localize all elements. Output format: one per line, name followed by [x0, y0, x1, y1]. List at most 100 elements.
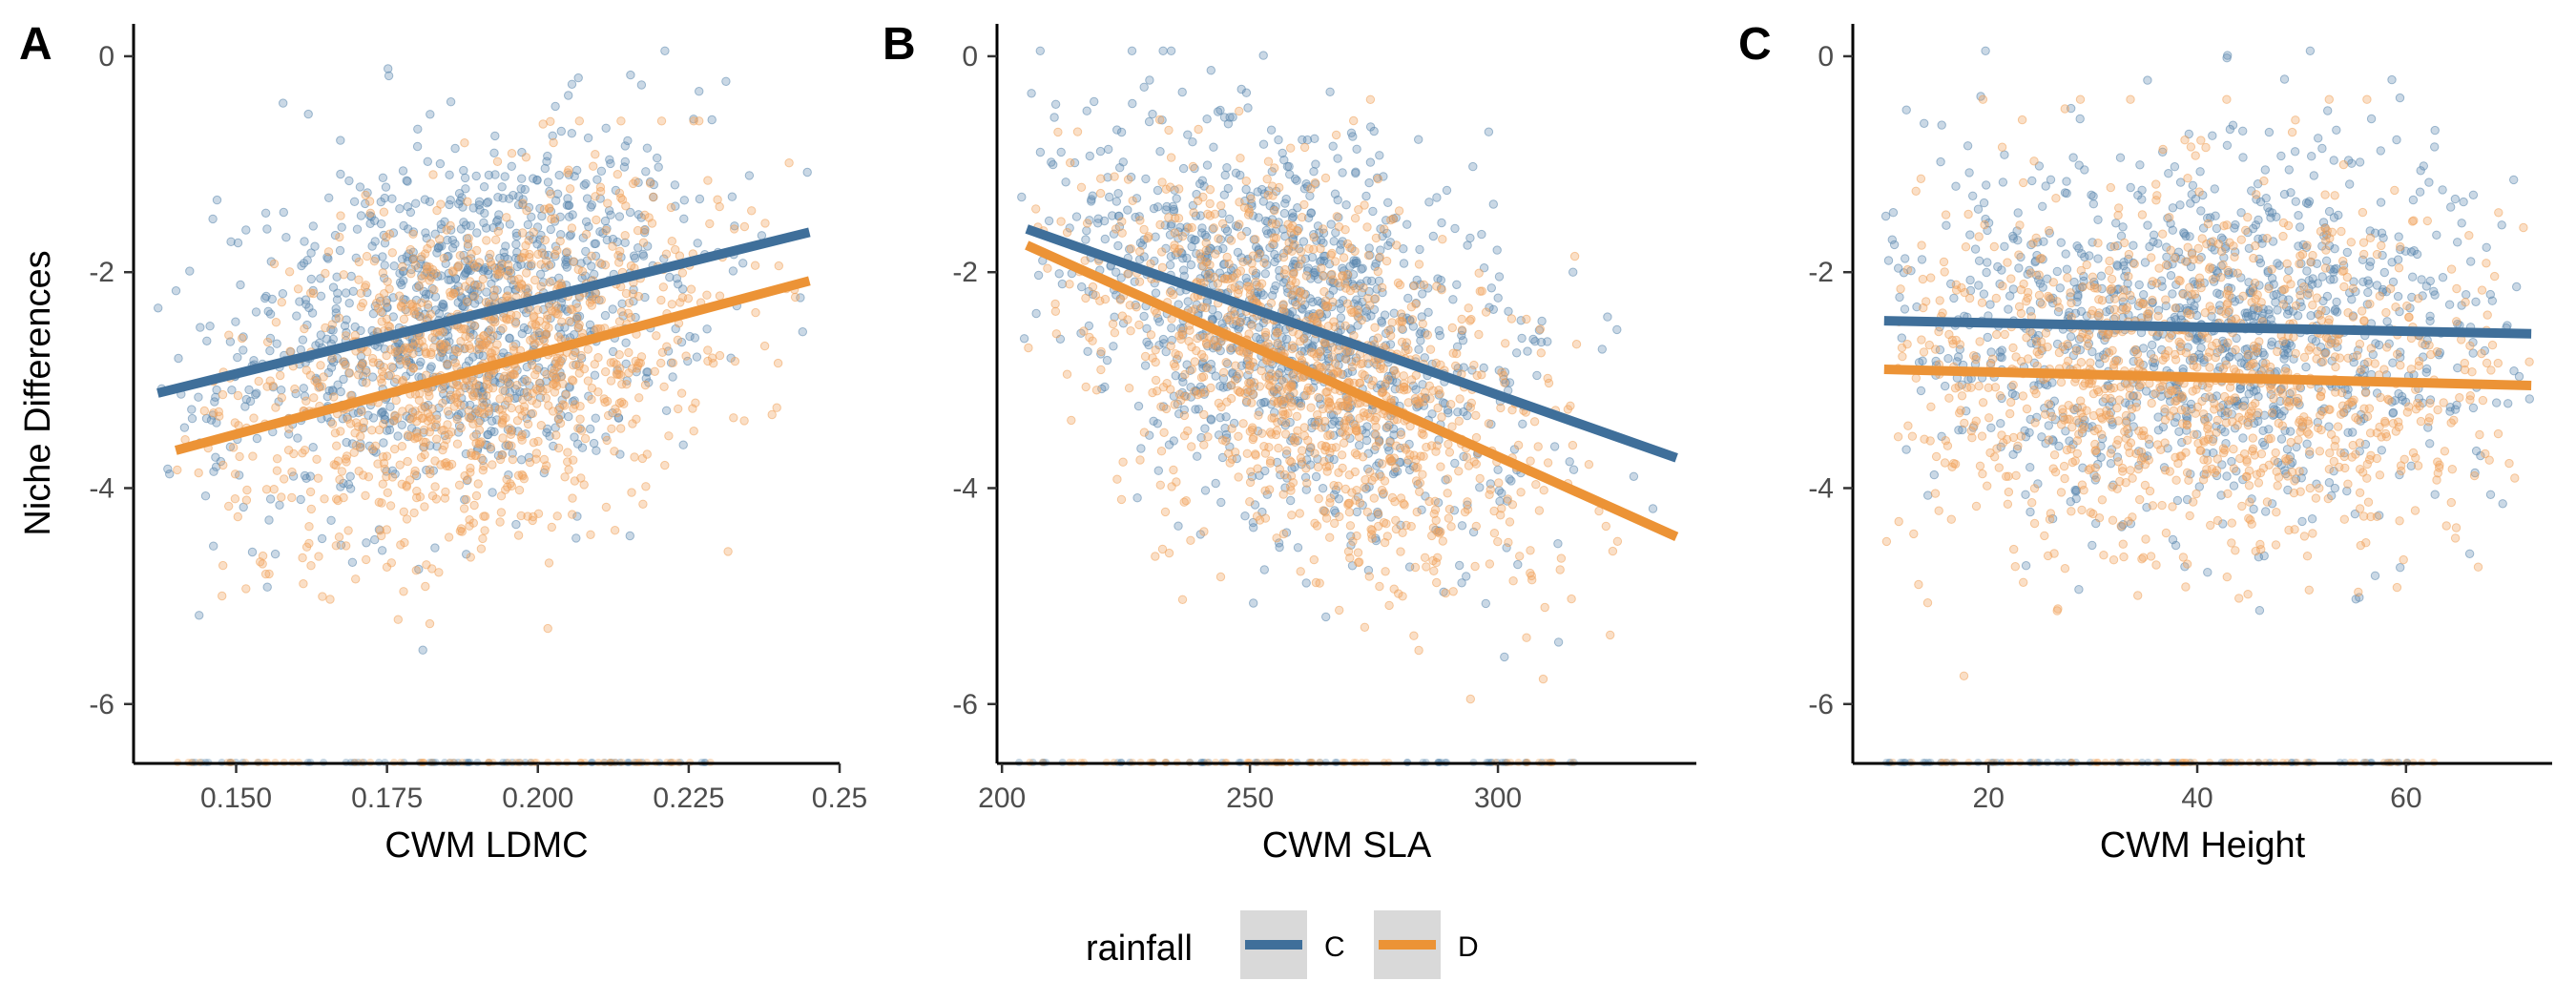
- data-point-c: [240, 402, 250, 411]
- data-point-d: [1245, 497, 1255, 507]
- x-tick-label: 0.200: [502, 783, 573, 814]
- data-point-d: [1210, 209, 1220, 219]
- data-point-d: [1396, 429, 1406, 440]
- data-point-c: [1484, 127, 1494, 136]
- data-point-d: [1386, 456, 1397, 467]
- data-point-d: [1608, 546, 1618, 556]
- data-point-d: [1217, 219, 1228, 229]
- data-point-d: [638, 238, 649, 247]
- data-point-d: [1245, 477, 1256, 488]
- data-point-d: [314, 383, 323, 392]
- data-point-c: [1362, 422, 1372, 431]
- data-point-c: [1305, 191, 1315, 201]
- data-point-d: [367, 426, 377, 435]
- data-point-d: [1110, 328, 1120, 338]
- data-point-d: [339, 357, 348, 366]
- data-point-d: [1170, 240, 1179, 250]
- data-point-d: [442, 225, 451, 235]
- data-point-d: [595, 259, 605, 268]
- data-point-d: [425, 428, 434, 437]
- data-point-d: [476, 437, 487, 447]
- data-point-c: [1965, 275, 1975, 285]
- data-point-d: [1238, 257, 1248, 267]
- data-point-d: [583, 376, 593, 386]
- data-point-c: [423, 157, 432, 167]
- data-point-c: [2408, 272, 2418, 282]
- data-point-c: [1183, 130, 1193, 139]
- data-point-d: [272, 466, 282, 475]
- data-point-d: [681, 351, 691, 361]
- data-point-d: [498, 386, 508, 395]
- data-point-d: [1091, 386, 1102, 395]
- data-point-c: [265, 494, 276, 504]
- data-point-c: [556, 126, 566, 136]
- data-point-d: [306, 561, 316, 571]
- data-point-c: [1568, 267, 1578, 277]
- data-point-c: [1492, 245, 1502, 255]
- data-point-d: [1262, 175, 1272, 184]
- data-point-c: [2492, 398, 2502, 407]
- data-point-d: [439, 425, 448, 435]
- data-point-d: [1399, 371, 1409, 381]
- data-point-d: [1251, 235, 1260, 244]
- data-point-c: [2254, 606, 2265, 616]
- data-point-c: [1494, 272, 1505, 282]
- data-point-d: [438, 445, 447, 455]
- data-point-d: [470, 281, 480, 290]
- data-point-d: [241, 584, 251, 594]
- data-point-d: [1496, 511, 1506, 520]
- data-point-c: [1432, 193, 1442, 202]
- data-point-c: [638, 251, 649, 261]
- points-layer: [154, 46, 812, 766]
- data-point-d: [248, 451, 258, 461]
- data-point-d: [1295, 350, 1305, 360]
- data-point-c: [447, 243, 458, 253]
- data-point-c: [679, 196, 689, 205]
- data-point-d: [505, 424, 514, 433]
- data-point-d: [1414, 260, 1424, 269]
- data-point-c: [1139, 82, 1149, 93]
- data-point-d: [1411, 463, 1421, 472]
- data-point-c: [1415, 244, 1424, 255]
- data-point-d: [1146, 259, 1155, 269]
- data-point-c: [275, 500, 284, 510]
- data-point-d: [1123, 315, 1132, 324]
- data-point-c: [416, 260, 426, 269]
- data-point-d: [1412, 507, 1422, 517]
- data-point-d: [364, 472, 374, 482]
- data-point-c: [517, 174, 527, 183]
- data-point-c: [1375, 151, 1384, 160]
- data-point-d: [1193, 333, 1202, 344]
- data-point-d: [1432, 577, 1442, 588]
- data-point-c: [1279, 208, 1290, 219]
- data-point-d: [1110, 172, 1119, 181]
- data-point-d: [1416, 451, 1425, 461]
- data-point-d: [1447, 323, 1458, 333]
- data-point-d: [739, 416, 749, 426]
- data-point-c: [251, 307, 261, 317]
- data-point-c: [1035, 46, 1046, 55]
- data-point-d: [1446, 400, 1456, 409]
- data-point-d: [1352, 427, 1361, 436]
- data-point-c: [1450, 223, 1460, 234]
- data-point-d: [569, 376, 578, 386]
- data-point-d: [513, 531, 524, 540]
- data-point-c: [1155, 147, 1165, 157]
- data-point-c: [1258, 51, 1268, 60]
- data-point-c: [349, 197, 360, 207]
- data-point-d: [1251, 450, 1260, 460]
- data-point-d: [1469, 457, 1479, 467]
- data-point-d: [339, 270, 348, 280]
- data-point-d: [616, 307, 627, 317]
- data-point-d: [1205, 198, 1215, 209]
- data-point-d: [1340, 321, 1350, 330]
- data-point-c: [605, 155, 614, 165]
- data-point-c: [1424, 198, 1434, 207]
- data-point-d: [1196, 372, 1207, 383]
- data-point-d: [784, 158, 794, 168]
- data-point-d: [1371, 233, 1381, 243]
- data-point-d: [456, 423, 466, 433]
- data-point-d: [1319, 224, 1328, 234]
- data-point-d: [650, 366, 659, 376]
